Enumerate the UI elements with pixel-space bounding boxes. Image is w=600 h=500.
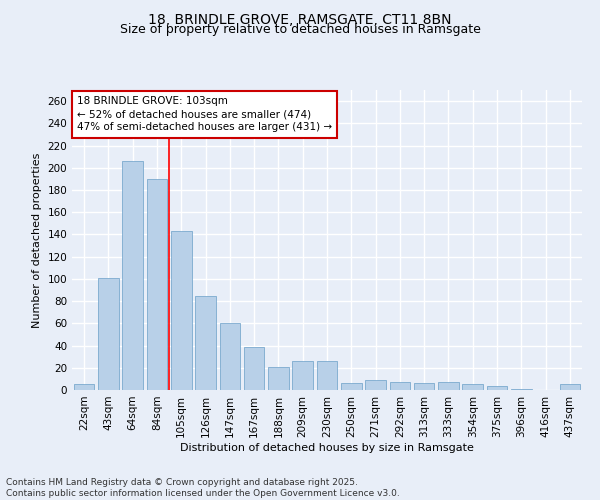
Bar	[487, 386, 508, 390]
Y-axis label: Number of detached properties: Number of detached properties	[32, 152, 42, 328]
Bar	[317, 361, 337, 390]
Bar	[220, 324, 240, 390]
Bar	[292, 361, 313, 390]
Bar	[438, 382, 459, 390]
Text: Contains HM Land Registry data © Crown copyright and database right 2025.
Contai: Contains HM Land Registry data © Crown c…	[6, 478, 400, 498]
Text: 18, BRINDLE GROVE, RAMSGATE, CT11 8BN: 18, BRINDLE GROVE, RAMSGATE, CT11 8BN	[148, 12, 452, 26]
Bar	[195, 296, 216, 390]
Bar	[389, 382, 410, 390]
Bar	[244, 346, 265, 390]
Bar	[560, 384, 580, 390]
Bar	[341, 384, 362, 390]
Text: Size of property relative to detached houses in Ramsgate: Size of property relative to detached ho…	[119, 23, 481, 36]
Bar	[365, 380, 386, 390]
Bar	[511, 389, 532, 390]
Bar	[463, 384, 483, 390]
Bar	[146, 179, 167, 390]
Bar	[171, 231, 191, 390]
Text: 18 BRINDLE GROVE: 103sqm
← 52% of detached houses are smaller (474)
47% of semi-: 18 BRINDLE GROVE: 103sqm ← 52% of detach…	[77, 96, 332, 132]
Bar	[98, 278, 119, 390]
Bar	[268, 366, 289, 390]
Bar	[74, 384, 94, 390]
Bar	[414, 384, 434, 390]
Bar	[122, 161, 143, 390]
X-axis label: Distribution of detached houses by size in Ramsgate: Distribution of detached houses by size …	[180, 442, 474, 452]
